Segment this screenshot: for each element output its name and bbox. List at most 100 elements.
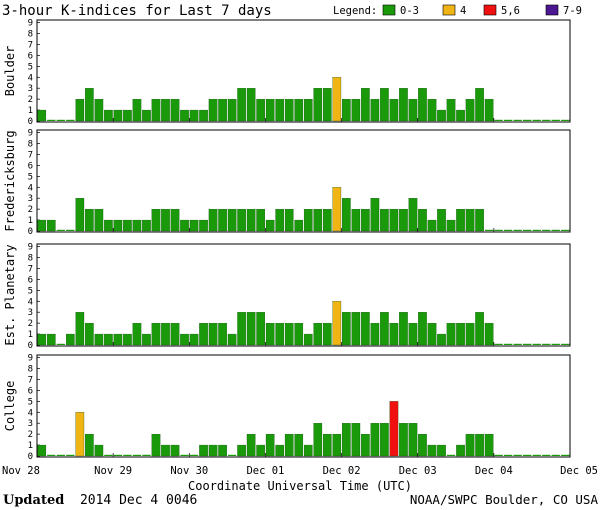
k-index-bar	[85, 433, 94, 457]
k-index-bar	[475, 208, 484, 232]
k-index-bar	[484, 322, 494, 346]
k-index-bar	[256, 208, 265, 232]
k-index-bar	[180, 109, 189, 122]
k-index-bar	[56, 454, 65, 456]
y-tick-label: 2	[28, 95, 33, 105]
k-index-bar	[161, 98, 170, 122]
k-index-bar	[189, 219, 199, 232]
k-index-bar	[47, 119, 56, 121]
k-index-bar	[322, 88, 332, 122]
k-index-bar	[446, 98, 456, 122]
k-index-bar	[284, 208, 294, 232]
k-index-bar	[370, 98, 380, 122]
k-index-bar	[56, 229, 65, 231]
y-tick-label: 9	[28, 354, 33, 364]
k-index-bar	[484, 229, 494, 231]
k-index-bar	[265, 219, 275, 232]
k-index-bar	[408, 98, 418, 122]
y-tick-label: 6	[28, 51, 33, 61]
k-index-bar	[46, 333, 56, 346]
k-index-bar	[494, 229, 503, 231]
k-index-bar	[475, 312, 484, 346]
k-index-bar	[113, 454, 123, 456]
k-index-bar	[208, 98, 218, 122]
k-index-bar	[494, 454, 503, 456]
k-index-bar	[170, 98, 180, 122]
k-index-bar	[342, 312, 351, 346]
k-index-bar	[475, 88, 484, 122]
k-index-bar	[523, 229, 532, 231]
k-index-bar	[561, 454, 570, 456]
legend-label: Legend:	[333, 5, 377, 17]
k-index-bar	[199, 322, 208, 346]
y-tick-label: 6	[28, 275, 33, 285]
k-index-bar	[170, 208, 180, 232]
k-index-bar	[418, 312, 427, 346]
k-index-bar	[437, 444, 446, 457]
k-index-bar	[484, 433, 494, 457]
k-index-bar	[142, 219, 151, 232]
k-index-bar	[37, 444, 47, 457]
k-index-bar	[180, 219, 189, 232]
k-index-bar	[161, 444, 170, 457]
k-index-bar	[551, 343, 560, 345]
k-index-bar	[123, 333, 132, 346]
k-index-bar	[523, 343, 532, 345]
y-tick-label: 5	[28, 286, 33, 296]
k-index-bar	[46, 219, 56, 232]
k-index-bar	[132, 454, 142, 456]
k-index-bar	[104, 219, 113, 232]
k-index-bar	[161, 322, 170, 346]
k-index-bar	[342, 98, 351, 122]
k-index-bar	[66, 229, 75, 231]
k-index-bar	[303, 208, 313, 232]
k-index-bar	[408, 322, 418, 346]
k-index-bar	[370, 198, 380, 232]
k-index-bar	[275, 208, 285, 232]
k-index-bar	[123, 219, 132, 232]
k-index-bar	[294, 219, 304, 232]
y-tick-label: 4	[28, 183, 33, 193]
k-index-bar	[275, 98, 285, 122]
k-index-bar	[465, 433, 475, 457]
k-index-bar	[189, 109, 199, 122]
legend-item-0-label: 0-3	[400, 5, 419, 17]
x-tick-label: Dec 02	[323, 465, 361, 477]
k-index-bar	[66, 333, 75, 346]
legend-item-3-label: 7-9	[563, 5, 582, 17]
k-index-bar	[37, 109, 47, 122]
k-index-bar	[246, 312, 256, 346]
legend-swatch-0	[382, 4, 396, 16]
k-index-bar	[322, 208, 332, 232]
k-index-bar	[303, 98, 313, 122]
k-index-bar	[132, 98, 142, 122]
k-index-bar	[332, 433, 342, 457]
k-index-bar	[551, 454, 560, 456]
k-index-bar	[218, 98, 227, 122]
k-index-bar	[456, 322, 465, 346]
k-index-bar	[561, 119, 570, 121]
panel-frame	[36, 129, 571, 233]
k-index-bar	[494, 343, 503, 345]
k-index-bar	[446, 454, 456, 456]
k-index-bar	[389, 401, 399, 457]
y-tick-label: 2	[28, 430, 33, 440]
k-index-bar	[237, 208, 246, 232]
k-index-bar	[551, 119, 560, 121]
legend-swatch-1	[442, 4, 456, 16]
y-tick-label: 4	[28, 408, 33, 418]
station-label: Est. Planetary	[3, 244, 17, 345]
k-index-bar	[75, 412, 85, 457]
panels: Boulder0123456789Fredericksburg012345678…	[3, 19, 571, 462]
y-tick-label: 3	[28, 84, 33, 94]
k-index-bar	[256, 312, 265, 346]
k-index-bar	[85, 322, 94, 346]
k-index-bar	[523, 454, 532, 456]
y-tick-label: 6	[28, 161, 33, 171]
y-tick-label: 3	[28, 419, 33, 429]
k-index-bar	[294, 98, 304, 122]
k-index-bar	[37, 333, 47, 346]
k-index-bar	[151, 322, 161, 346]
